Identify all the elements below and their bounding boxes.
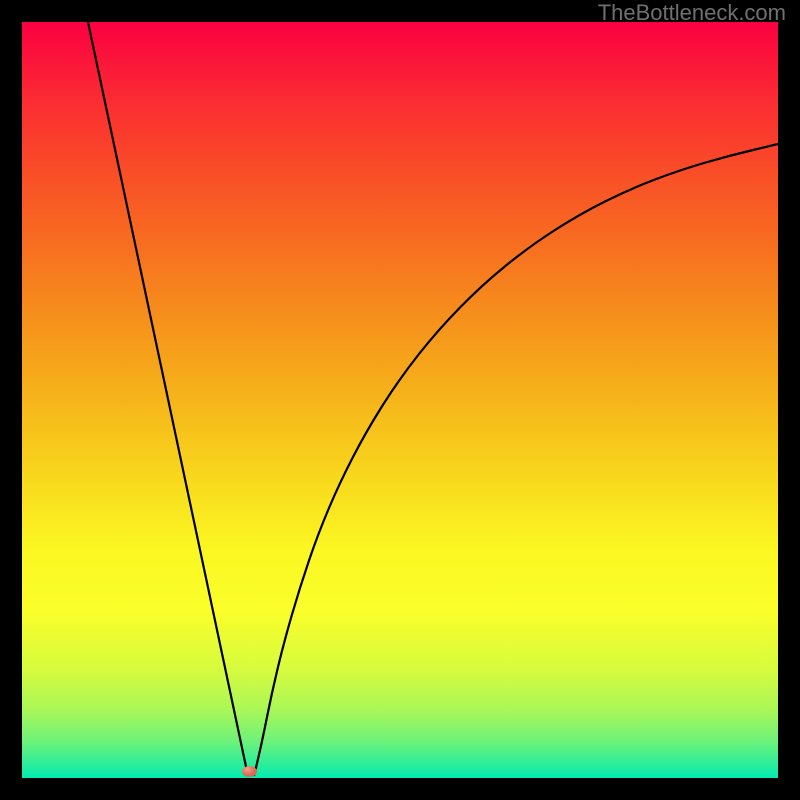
bottleneck-curve [22,22,778,778]
plot-area [22,22,778,778]
chart-container: TheBottleneck.com [0,0,800,800]
optimum-marker [242,766,257,777]
curve-left-branch [88,22,248,776]
curve-right-branch [254,144,778,776]
watermark-text: TheBottleneck.com [598,0,786,26]
